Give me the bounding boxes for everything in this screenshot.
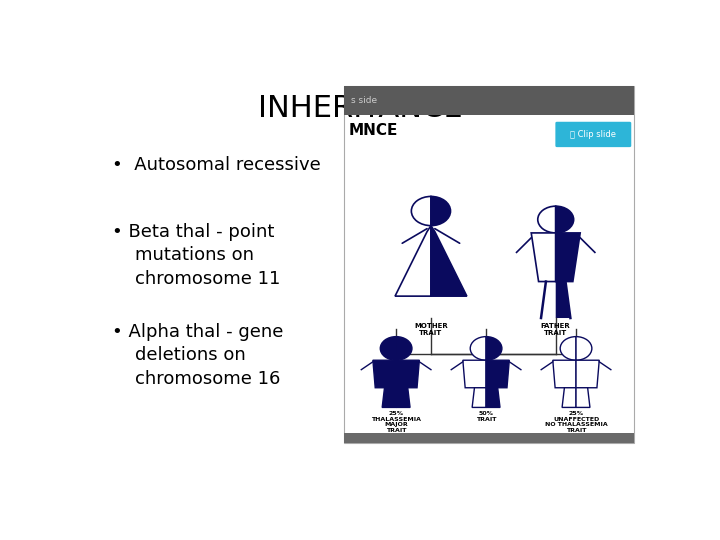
- Polygon shape: [431, 226, 467, 296]
- Wedge shape: [411, 197, 431, 226]
- Polygon shape: [556, 233, 580, 281]
- Wedge shape: [396, 336, 412, 360]
- FancyBboxPatch shape: [555, 122, 631, 147]
- Polygon shape: [382, 388, 396, 407]
- Text: ⧉ Clip slide: ⧉ Clip slide: [570, 130, 616, 139]
- Wedge shape: [431, 197, 451, 226]
- Polygon shape: [576, 360, 599, 388]
- Wedge shape: [556, 206, 574, 233]
- Polygon shape: [562, 388, 576, 407]
- Polygon shape: [463, 360, 486, 388]
- Wedge shape: [538, 206, 556, 233]
- Text: • Alpha thal - gene
    deletions on
    chromosome 16: • Alpha thal - gene deletions on chromos…: [112, 322, 284, 388]
- Polygon shape: [556, 281, 570, 318]
- Text: 25%
UNAFFECTED
NO THALASSEMIA
TRAIT: 25% UNAFFECTED NO THALASSEMIA TRAIT: [544, 411, 608, 433]
- Wedge shape: [576, 336, 592, 360]
- Wedge shape: [380, 336, 396, 360]
- Text: ΜNCE: ΜNCE: [348, 123, 397, 138]
- Text: • Beta thal - point
    mutations on
    chromosome 11: • Beta thal - point mutations on chromos…: [112, 223, 281, 288]
- Polygon shape: [396, 388, 410, 407]
- Text: MOTHER
TRAIT: MOTHER TRAIT: [414, 323, 448, 336]
- Polygon shape: [472, 388, 486, 407]
- Wedge shape: [560, 336, 576, 360]
- Bar: [344, 85, 634, 114]
- Text: s side: s side: [351, 96, 377, 105]
- Bar: [344, 85, 634, 443]
- Polygon shape: [486, 360, 509, 388]
- Polygon shape: [373, 360, 396, 388]
- Wedge shape: [470, 336, 486, 360]
- Text: •  Autosomal recessive: • Autosomal recessive: [112, 156, 321, 174]
- Text: FATHER
TRAIT: FATHER TRAIT: [541, 323, 570, 336]
- Polygon shape: [553, 360, 576, 388]
- Text: INHERITANCE•: INHERITANCE•: [258, 94, 480, 123]
- Polygon shape: [396, 360, 419, 388]
- Text: 50%
TRAIT: 50% TRAIT: [476, 411, 496, 422]
- Bar: [344, 433, 634, 443]
- Polygon shape: [541, 281, 556, 318]
- Polygon shape: [486, 388, 500, 407]
- Polygon shape: [576, 388, 590, 407]
- Wedge shape: [486, 336, 502, 360]
- Text: 25%
THALASSEMIA
MAJOR
TRAIT: 25% THALASSEMIA MAJOR TRAIT: [371, 411, 421, 433]
- Polygon shape: [531, 233, 556, 281]
- Polygon shape: [395, 226, 431, 296]
